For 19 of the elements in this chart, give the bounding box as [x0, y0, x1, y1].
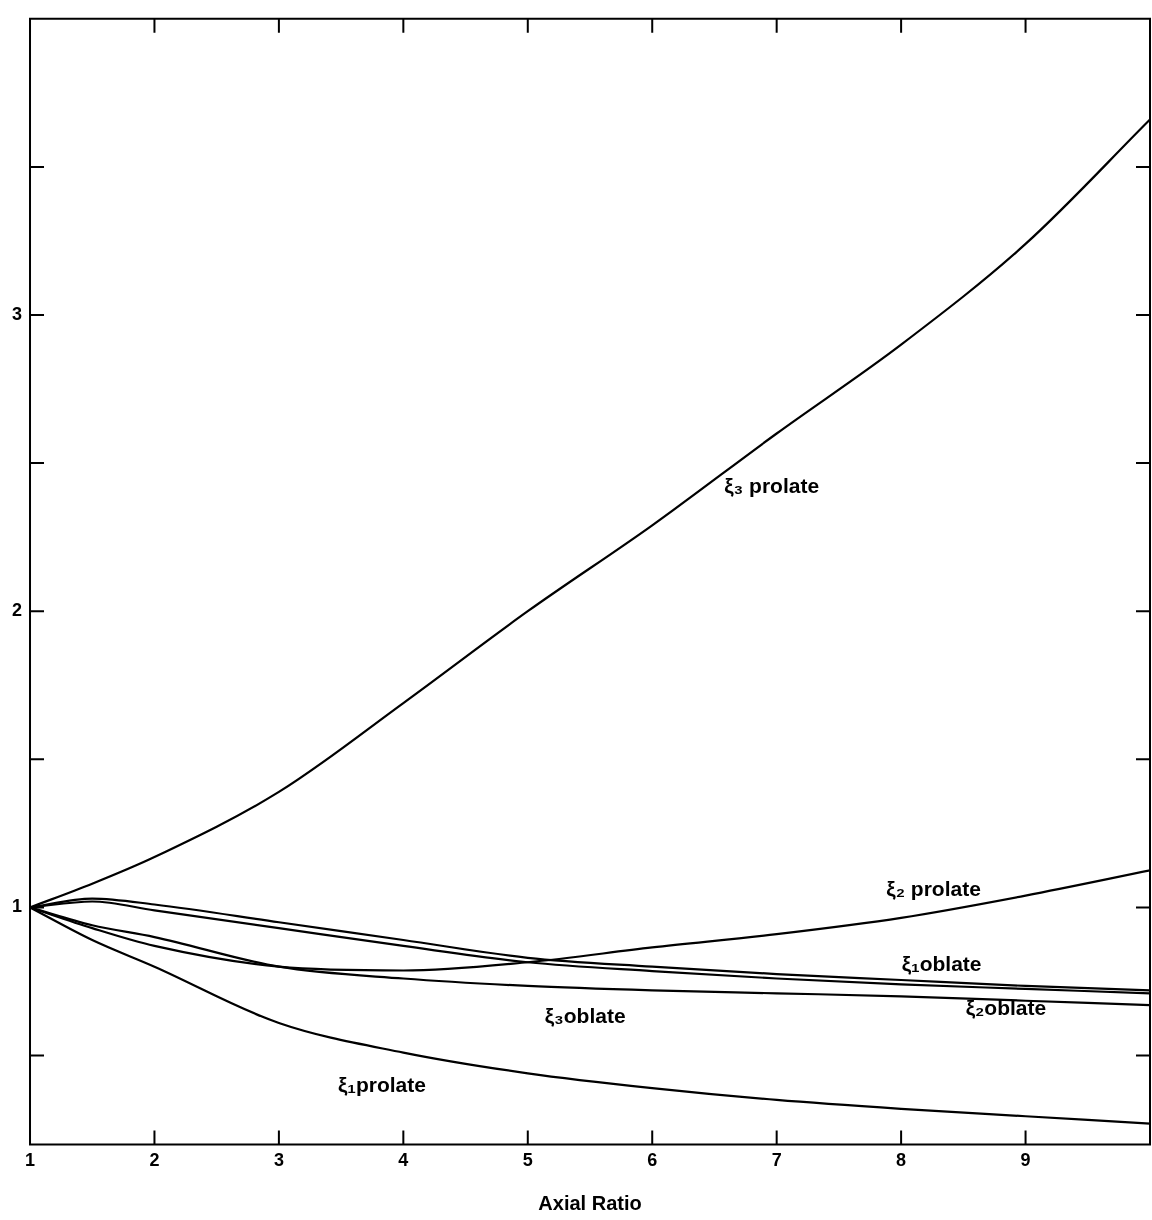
- y-tick-label: 1: [12, 896, 23, 917]
- series-label: ξ₂oblate: [965, 996, 1047, 1019]
- series-label: ξ₃ prolate: [724, 473, 820, 497]
- x-tick-label: 8: [896, 1150, 907, 1171]
- x-axis-title: Axial Ratio: [538, 1191, 642, 1214]
- series-label: ξ₁prolate: [337, 1072, 426, 1096]
- x-tick-label: 1: [25, 1150, 36, 1171]
- y-tick-label: 2: [12, 600, 23, 621]
- y-tick-label: 3: [12, 303, 23, 324]
- x-tick-label: 2: [149, 1150, 160, 1171]
- x-tick-label: 9: [1020, 1150, 1031, 1171]
- series-label: ξ₂ prolate: [886, 877, 981, 901]
- x-tick-label: 3: [273, 1150, 284, 1171]
- x-tick-label: 5: [522, 1150, 533, 1171]
- x-tick-label: 6: [647, 1150, 658, 1171]
- x-tick-label: 7: [771, 1150, 782, 1171]
- series-label: ξ₃oblate: [544, 1003, 626, 1027]
- series-label: ξ₁oblate: [901, 952, 982, 976]
- x-tick-label: 4: [398, 1150, 409, 1171]
